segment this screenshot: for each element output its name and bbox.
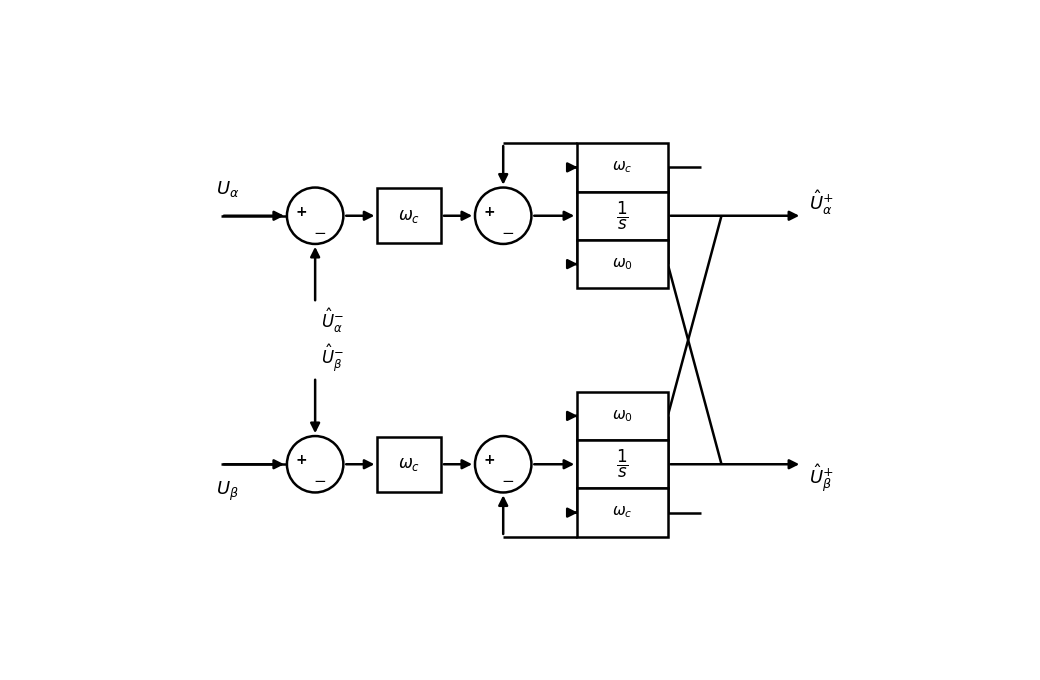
Text: $\omega_c$: $\omega_c$ [398,207,420,225]
Text: $\omega_c$: $\omega_c$ [398,455,420,473]
Text: $\hat{U}_{\alpha}^{-}$: $\hat{U}_{\alpha}^{-}$ [320,307,343,335]
Text: $-$: $-$ [501,473,514,488]
Text: $-$: $-$ [313,473,326,488]
Bar [577,488,668,537]
Text: $-$: $-$ [313,224,326,239]
Text: $\omega_0$: $\omega_0$ [612,408,633,424]
Bar [577,392,668,440]
Bar [577,192,668,240]
Text: $\hat{U}_{\beta}^{-}$: $\hat{U}_{\beta}^{-}$ [320,342,343,373]
Text: $\dfrac{1}{s}$: $\dfrac{1}{s}$ [616,200,629,232]
Bar [577,240,668,288]
Text: $\omega_0$: $\omega_0$ [612,256,633,272]
Text: $\dfrac{1}{s}$: $\dfrac{1}{s}$ [616,448,629,480]
Text: $\omega_c$: $\omega_c$ [613,160,632,175]
Text: $U_{\beta}$: $U_{\beta}$ [215,479,238,503]
Text: $-$: $-$ [501,224,514,239]
Text: +: + [295,205,307,218]
Text: $U_{\alpha}$: $U_{\alpha}$ [215,179,239,199]
Text: $\hat{U}_{\alpha}^{+}$: $\hat{U}_{\alpha}^{+}$ [809,188,833,217]
Bar [577,143,668,192]
Bar [577,440,668,488]
Text: +: + [484,453,495,467]
Bar [378,188,441,243]
Text: $\hat{U}_{\beta}^{+}$: $\hat{U}_{\beta}^{+}$ [809,462,833,494]
Bar [378,437,441,492]
Text: +: + [484,205,495,218]
Text: $\omega_c$: $\omega_c$ [613,505,632,520]
Text: +: + [295,453,307,467]
